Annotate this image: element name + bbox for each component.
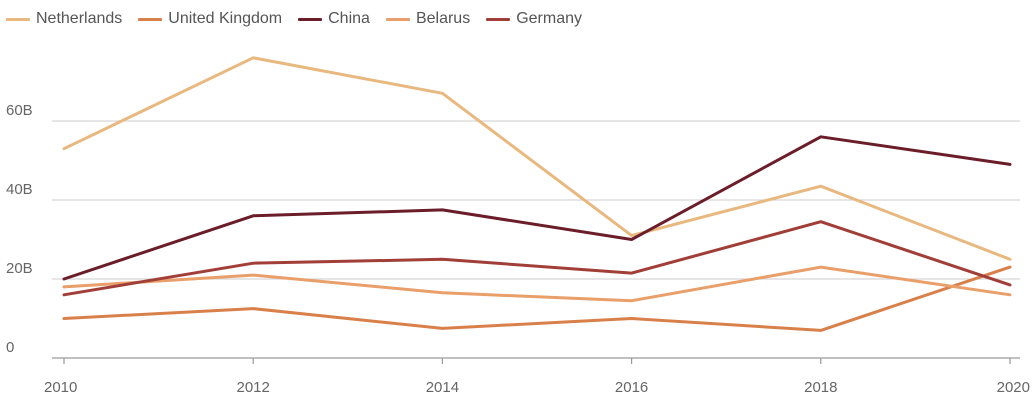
series-line-united-kingdom: [62, 265, 1012, 332]
chart-legend: Netherlands United Kingdom China Belarus Ger…: [6, 10, 582, 28]
legend-label: China: [328, 10, 370, 27]
x-tick-label: 2016: [615, 379, 648, 396]
series-line-china: [62, 135, 1012, 281]
legend-swatch: [385, 17, 410, 21]
legend-label: Germany: [516, 10, 582, 27]
y-tick-label: 40B: [6, 181, 33, 198]
series-line-belarus: [62, 265, 1012, 303]
legend-item-united-kingdom: United Kingdom: [138, 10, 282, 28]
legend-label: Netherlands: [36, 10, 123, 27]
y-tick-label: 20B: [6, 260, 33, 277]
y-tick-label: 0: [6, 339, 14, 356]
legend-item-belarus: Belarus: [385, 10, 471, 28]
x-tick-label: 2020: [997, 379, 1030, 396]
legend-item-netherlands: Netherlands: [6, 10, 122, 28]
series-lines: [62, 56, 1012, 332]
legend-item-germany: Germany: [486, 10, 582, 28]
x-tick-label: 2018: [804, 379, 837, 396]
legend-label: Belarus: [415, 10, 471, 27]
x-tick-label: 2014: [426, 379, 459, 396]
legend-swatch: [298, 17, 323, 21]
series-line-germany: [62, 220, 1012, 297]
series-line-netherlands: [62, 56, 1012, 261]
legend-swatch: [486, 17, 511, 21]
x-tick-label: 2010: [44, 379, 77, 396]
legend-swatch: [138, 17, 163, 21]
y-tick-label: 60B: [6, 102, 33, 119]
x-tick-label: 2012: [237, 379, 270, 396]
axes: 0 20B 40B 60B 2010 2012 2014 2016 2018 2020: [6, 102, 1030, 396]
legend-item-china: China: [298, 10, 370, 28]
legend-label: United Kingdom: [168, 10, 283, 27]
legend-swatch: [6, 17, 30, 21]
